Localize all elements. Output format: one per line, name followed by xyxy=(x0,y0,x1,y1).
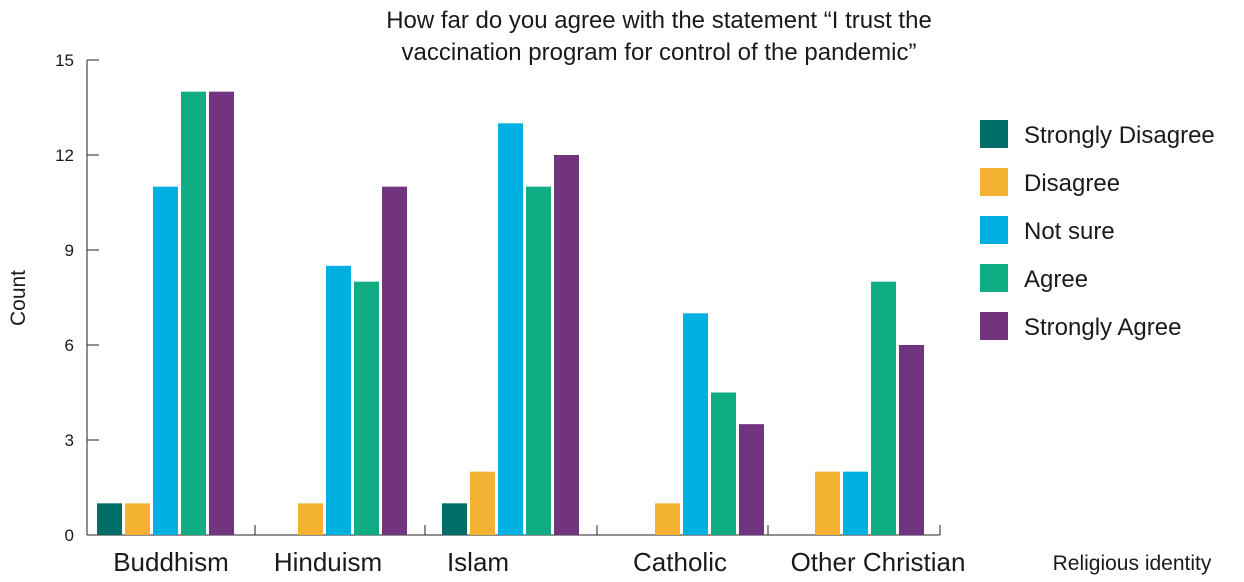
y-tick-label: 12 xyxy=(55,146,74,165)
y-tick-label: 15 xyxy=(55,51,74,70)
bar-agree xyxy=(354,281,379,535)
legend-label: Disagree xyxy=(1024,170,1120,197)
bar-strongly-agree xyxy=(739,424,764,535)
y-tick-label: 6 xyxy=(65,336,74,355)
y-tick-label: 3 xyxy=(65,431,74,450)
bar-disagree xyxy=(815,471,840,535)
bar-disagree xyxy=(125,503,150,535)
y-tick-label: 0 xyxy=(65,526,74,545)
legend-swatch xyxy=(980,168,1008,196)
bar-strongly-agree xyxy=(554,155,579,535)
legend-swatch xyxy=(980,216,1008,244)
chart-title-line: vaccination program for control of the p… xyxy=(402,39,917,66)
bar-strongly-disagree xyxy=(442,503,467,535)
bar-not-sure xyxy=(683,313,708,535)
x-category-label: Hinduism xyxy=(274,547,382,577)
x-axis-title: Religious identity xyxy=(1053,552,1212,575)
x-category-label: Buddhism xyxy=(113,547,229,577)
legend-swatch xyxy=(980,264,1008,292)
x-category-label: Catholic xyxy=(633,547,727,577)
bar-disagree xyxy=(298,503,323,535)
bar-strongly-agree xyxy=(382,186,407,535)
bar-agree xyxy=(526,186,551,535)
bar-not-sure xyxy=(326,265,351,535)
bar-agree xyxy=(711,392,736,535)
bar-strongly-agree xyxy=(209,91,234,536)
x-category-label: Islam xyxy=(447,547,509,577)
legend-swatch xyxy=(980,312,1008,340)
bar-disagree xyxy=(655,503,680,535)
legend-label: Not sure xyxy=(1024,218,1115,245)
bar-strongly-agree xyxy=(899,345,924,535)
bar-agree xyxy=(871,281,896,535)
y-axis-title: Count xyxy=(7,270,30,326)
legend-label: Strongly Agree xyxy=(1024,314,1181,341)
y-tick-label: 9 xyxy=(65,241,74,260)
bar-disagree xyxy=(470,471,495,535)
bar-agree xyxy=(181,91,206,536)
x-category-label: Other Christian xyxy=(791,547,966,577)
bar-not-sure xyxy=(843,471,868,535)
bar-not-sure xyxy=(153,186,178,535)
bar-not-sure xyxy=(498,123,523,535)
bar-strongly-disagree xyxy=(97,503,122,535)
legend-label: Strongly Disagree xyxy=(1024,122,1215,149)
legend-swatch xyxy=(980,120,1008,148)
legend-label: Agree xyxy=(1024,266,1088,293)
chart-title-line: How far do you agree with the statement … xyxy=(386,7,932,34)
